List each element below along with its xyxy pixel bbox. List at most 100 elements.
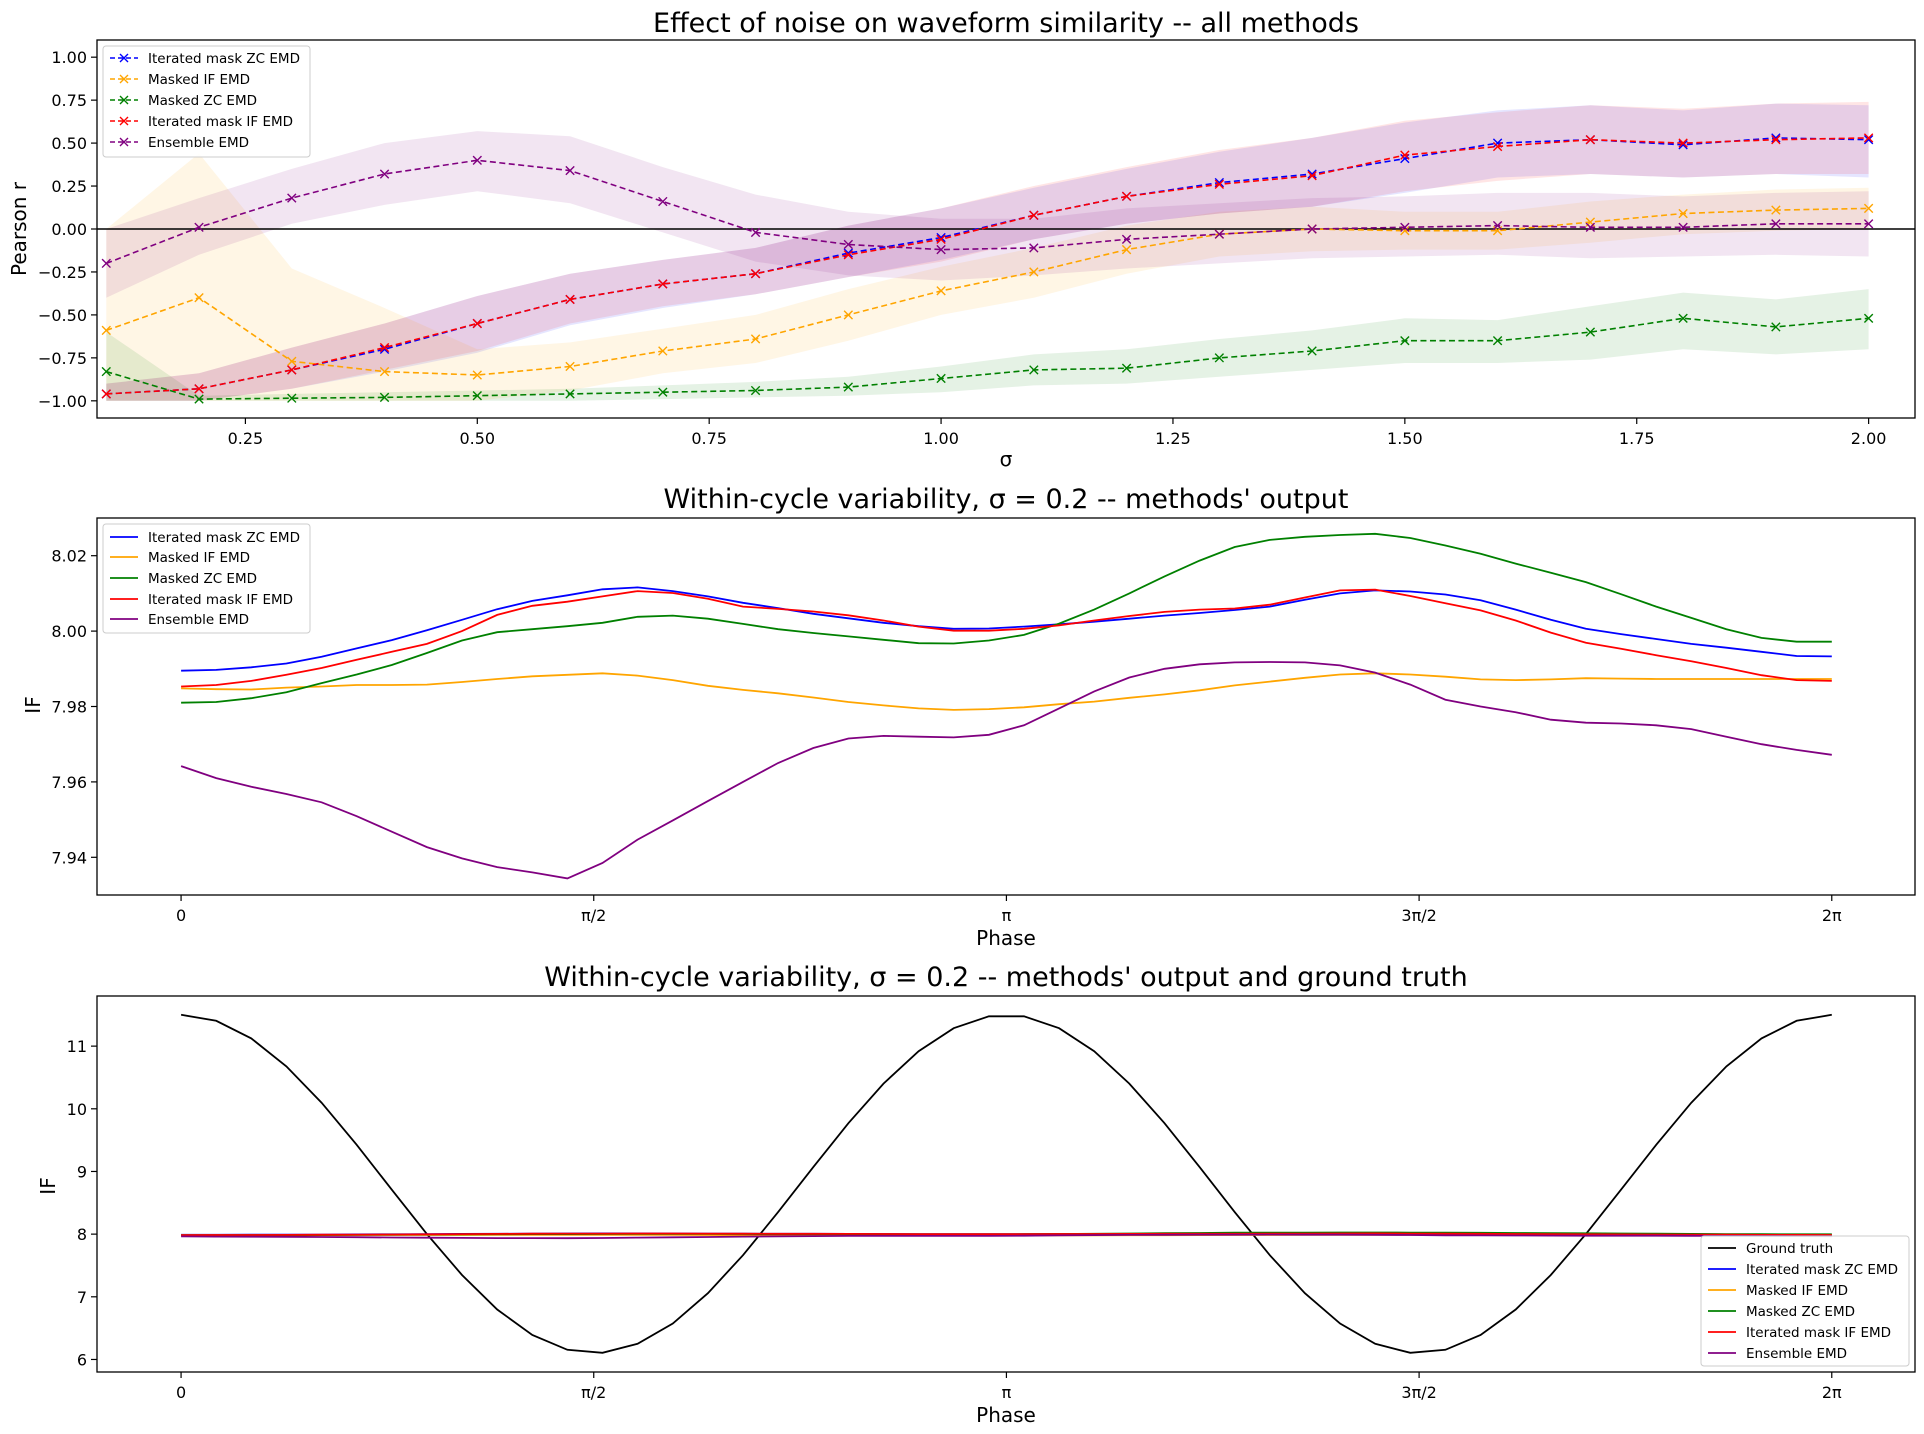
panel1-title: Effect of noise on waveform similarity -… [653, 8, 1359, 39]
panel1-y-tick-label: −0.75 [38, 349, 87, 368]
panel1-legend-entry: Masked IF EMD [110, 72, 250, 88]
legend-label: Iterated mask ZC EMD [148, 51, 300, 67]
ensemble-emd-point [1678, 222, 1688, 232]
panel1-x-tick-label: 0.75 [691, 429, 727, 448]
ensemble-emd-line [106, 159, 1869, 265]
panel1-x-tick-label: 1.00 [923, 429, 959, 448]
masked-zc-emd-point [379, 392, 390, 403]
panel1-legend-entry: Ensemble EMD [110, 135, 249, 151]
panel3-y-axis-label: IF [36, 1177, 60, 1194]
ensemble-emd-point [1771, 219, 1781, 229]
panel3-y-tick-label: 6 [77, 1350, 87, 1369]
ensemble-emd-line [180, 661, 1832, 880]
panel1-y-tick-label: 0.75 [51, 91, 87, 110]
masked-if-emd-point [472, 370, 482, 380]
iterated-mask-zc-emd-point [1863, 134, 1874, 145]
iterated-mask-if-emd-point [750, 268, 761, 279]
panel3-x-tick-label: 3π/2 [1401, 1383, 1436, 1402]
masked-zc-emd-point [750, 385, 761, 396]
panel1-x-tick-label: 0.50 [459, 429, 495, 448]
ensemble-emd-point [1029, 243, 1039, 253]
iterated-mask-zc-emd-point [1400, 153, 1410, 164]
panel3-x-tick-label: 2π [1822, 1383, 1842, 1402]
masked-if-emd-point [1863, 203, 1874, 214]
panel2-x-tick-label: 2π [1822, 906, 1842, 925]
panel2-x-tick-label: 3π/2 [1401, 906, 1436, 925]
iterated-mask-if-emd-line [181, 588, 1832, 688]
legend-marker [119, 95, 129, 105]
panel2-legend-entry: Iterated mask IF EMD [110, 592, 293, 608]
ensemble-emd-line [181, 1233, 1832, 1240]
legend-label: Masked ZC EMD [148, 93, 257, 109]
iterated-mask-if-emd-point [1121, 191, 1132, 202]
panel3-x-axis-label: Phase [976, 1403, 1036, 1427]
iterated-mask-if-emd-point [1214, 179, 1225, 190]
panel1-x-tick-label: 1.75 [1619, 429, 1655, 448]
panel1-legend-box [102, 45, 311, 158]
ensemble-emd-point [750, 227, 761, 238]
masked-zc-emd-point [1771, 322, 1781, 332]
masked-zc-emd-point [194, 394, 204, 404]
legend-label: Ensemble EMD [148, 612, 249, 628]
ground-truth-line [180, 1013, 1832, 1354]
panel1-legend: Iterated mask ZC EMD Masked IF EMD Maske… [102, 45, 311, 158]
panel-within-cycle-ground-truth: Within-cycle variability, σ = 0.2 -- met… [36, 962, 1916, 1427]
ensemble-emd-point [472, 155, 482, 165]
masked-zc-emd-point [287, 393, 297, 403]
legend-label: Iterated mask IF EMD [148, 592, 293, 608]
iterated-mask-if-emd-point [1585, 134, 1596, 145]
masked-zc-emd-point [1121, 363, 1132, 373]
masked-zc-emd-point [843, 382, 854, 392]
iterated-mask-if-emd-point [472, 318, 482, 329]
panel2-title: Within-cycle variability, σ = 0.2 -- met… [664, 484, 1349, 515]
panel1-y-tick-label: 0.50 [51, 134, 87, 153]
legend-marker [119, 53, 129, 63]
panel1-plot-frame [96, 39, 1916, 419]
masked-if-emd-point [1121, 244, 1132, 255]
panel2-y-tick-label: 7.96 [51, 773, 87, 792]
legend-label: Ensemble EMD [148, 135, 249, 151]
panel3-legend-box [1700, 1235, 1910, 1367]
ensemble-emd-point [565, 165, 575, 176]
iterated-mask-if-emd-point [1863, 133, 1874, 143]
legend-label: Ensemble EMD [1746, 1346, 1847, 1362]
panel3-y-tick-label: 7 [77, 1288, 87, 1307]
masked-if-emd-point [658, 346, 668, 356]
panel3-x-tick-label: 0 [176, 1383, 186, 1402]
iterated-mask-if-emd-point [194, 384, 204, 394]
panel2-x-tick-label: 0 [176, 906, 186, 925]
legend-label: Iterated mask IF EMD [1746, 1325, 1891, 1341]
legend-label: Iterated mask IF EMD [148, 114, 293, 130]
panel1-x-tick-label: 2.00 [1851, 429, 1887, 448]
iterated-mask-if-emd-line [181, 1232, 1832, 1236]
masked-if-emd-line [181, 672, 1832, 711]
iterated-mask-if-emd-point [936, 234, 946, 245]
masked-if-emd-point [1771, 205, 1781, 215]
panel3-y-tick-label: 9 [77, 1162, 87, 1181]
ensemble-emd-point [1492, 220, 1503, 231]
iterated-mask-if-emd-point [1029, 210, 1039, 220]
panel-noise-similarity: Effect of noise on waveform similarity -… [7, 8, 1916, 471]
masked-if-emd-point [843, 310, 854, 320]
iterated-mask-if-emd-band [106, 101, 1869, 401]
iterated-mask-if-emd-point [1771, 134, 1781, 145]
masked-zc-emd-point [1214, 353, 1225, 363]
masked-if-emd-point [1029, 267, 1039, 277]
iterated-mask-if-emd-point [843, 250, 854, 260]
ensemble-emd-band [106, 131, 1869, 298]
panel3-y-tick-label: 10 [67, 1100, 87, 1119]
panel2-legend-entry: Iterated mask ZC EMD [110, 530, 300, 546]
masked-zc-emd-point [1400, 335, 1410, 346]
ensemble-emd-point [101, 258, 111, 269]
panel2-plot-frame [96, 517, 1916, 896]
legend-label: Masked ZC EMD [1746, 1304, 1855, 1320]
legend-marker [119, 74, 129, 84]
panel3-title: Within-cycle variability, σ = 0.2 -- met… [544, 962, 1468, 993]
masked-zc-emd-point [658, 387, 668, 397]
masked-zc-emd-point [1029, 365, 1039, 375]
panel3-x-tick-label: π [1002, 1383, 1012, 1402]
panel2-y-tick-label: 7.98 [51, 698, 87, 717]
legend-label: Masked IF EMD [148, 72, 250, 88]
masked-zc-emd-band [106, 289, 1869, 401]
